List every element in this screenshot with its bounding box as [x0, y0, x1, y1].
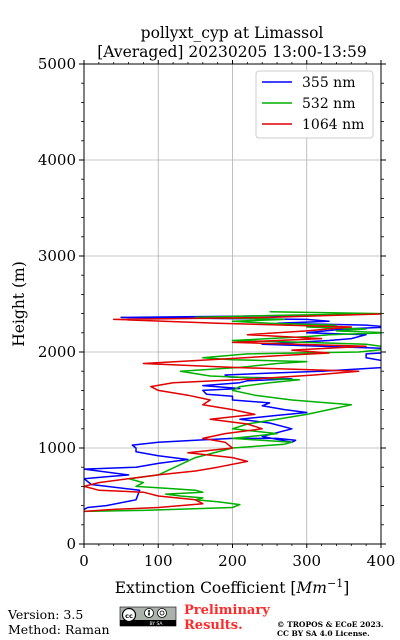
series-line-1064-nm [84, 313, 381, 513]
preliminary-text-line1: Preliminary [184, 603, 270, 618]
x-tick-label: 100 [144, 552, 173, 570]
license-badge-text: BY SA [149, 621, 163, 627]
legend-label: 1064 nm [302, 117, 364, 133]
series-line-532-nm [84, 310, 381, 513]
legend: 355 nm 532 nm 1064 nm [255, 70, 374, 139]
y-tick-label: 0 [66, 535, 76, 553]
chart-subtitle: [Averaged] 20230205 13:00-13:59 [97, 43, 367, 61]
y-tick-label: 3000 [38, 247, 76, 265]
legend-label: 532 nm [302, 96, 355, 112]
version-text: Version: 3.5 [7, 607, 83, 622]
y-tick-label: 4000 [38, 151, 76, 169]
svg-text:cc: cc [125, 612, 133, 620]
y-tick-label: 5000 [38, 55, 76, 73]
y-tick-label: 2000 [38, 343, 76, 361]
copyright-line1: © TROPOS & ECoE 2023. [277, 620, 384, 629]
x-tick-label: 400 [367, 552, 396, 570]
sa-icon [157, 608, 167, 618]
legend-label: 355 nm [302, 75, 355, 91]
x-tick-label: 300 [292, 552, 321, 570]
chart-title: pollyxt_cyp at Limassol [141, 24, 324, 42]
cc-icon [121, 607, 137, 623]
preliminary-text-line2: Results. [184, 618, 243, 633]
y-tick-label: 1000 [38, 439, 76, 457]
x-tick-label: 200 [218, 552, 247, 570]
cc-license-badge: cc BY SA [119, 606, 177, 627]
legend-box [255, 70, 374, 139]
x-tick-label: 0 [79, 552, 89, 570]
y-axis-label: Height (m) [10, 261, 28, 347]
series-line-355-nm [84, 314, 381, 511]
copyright-line2: CC BY SA 4.0 License. [277, 629, 370, 638]
x-axis-label: Extinction Coefficient [Mm−1] [115, 577, 350, 597]
method-text: Method: Raman [8, 622, 110, 637]
series-group [84, 310, 381, 513]
